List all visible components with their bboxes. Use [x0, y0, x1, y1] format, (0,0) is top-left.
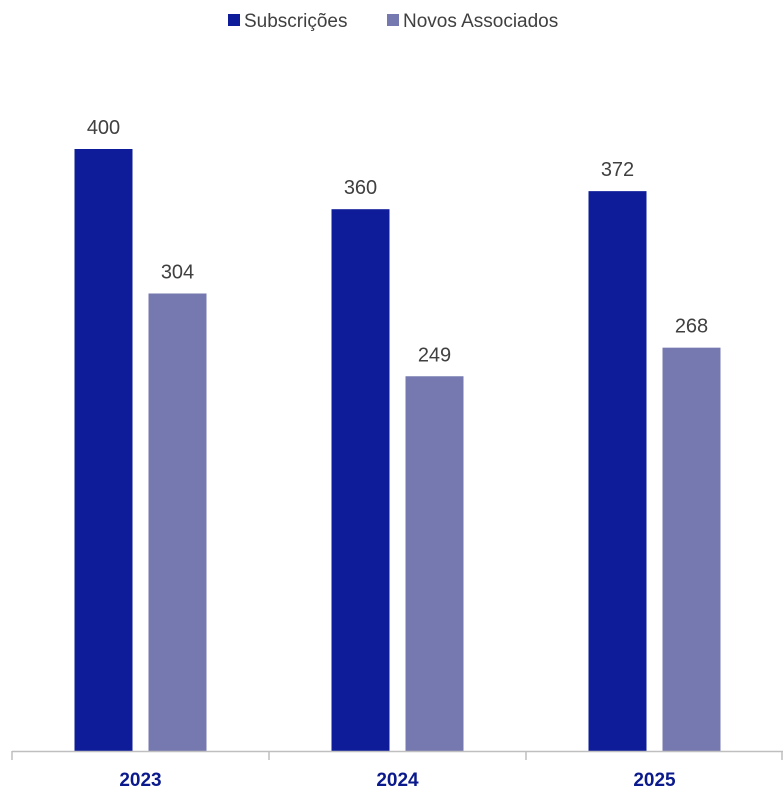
- value-label-novos-associados-2023: 304: [161, 261, 194, 283]
- category-label-2024: 2024: [376, 770, 419, 791]
- value-label-novos-associados-2024: 249: [418, 344, 451, 366]
- value-labels: 400 304 360 249 372 268: [87, 117, 708, 366]
- bar-subscricoes-2025: [588, 191, 647, 751]
- category-label-2023: 2023: [119, 770, 161, 791]
- bars: [74, 149, 721, 751]
- legend-swatch-subscricoes: [228, 14, 240, 26]
- value-label-novos-associados-2025: 268: [675, 316, 708, 338]
- bar-subscricoes-2024: [331, 209, 390, 751]
- legend-label-novos-associados: Novos Associados: [403, 11, 558, 32]
- bar-subscricoes-2023: [74, 149, 133, 751]
- value-label-subscricoes-2024: 360: [344, 177, 377, 199]
- legend-label-subscricoes: Subscrições: [244, 11, 348, 32]
- bar-novos-associados-2025: [662, 347, 721, 751]
- value-label-subscricoes-2025: 372: [601, 159, 634, 181]
- x-axis: [11, 750, 783, 760]
- bar-novos-associados-2023: [148, 293, 207, 751]
- value-label-subscricoes-2023: 400: [87, 117, 120, 139]
- legend-swatch-novos-associados: [387, 14, 399, 26]
- category-label-2025: 2025: [633, 770, 676, 791]
- bar-novos-associados-2024: [405, 376, 464, 751]
- legend: Subscrições Novos Associados: [228, 11, 558, 32]
- category-labels: 2023 2024 2025: [119, 770, 676, 791]
